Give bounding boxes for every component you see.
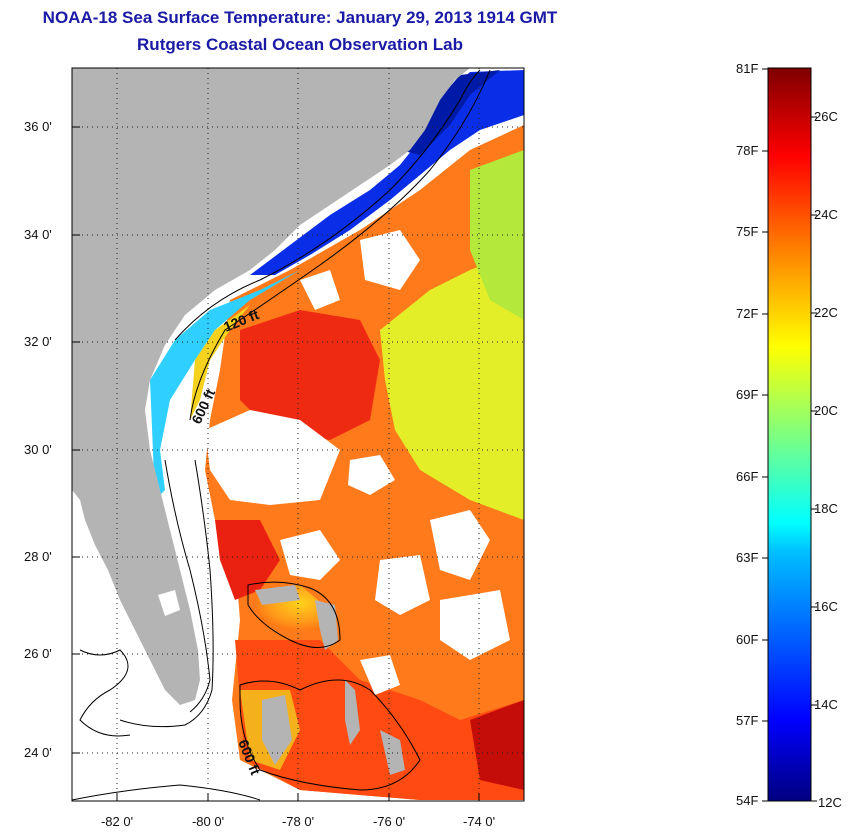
cb-label-f78: 78F [736,143,758,158]
land-andros [262,695,292,765]
colorbar-c-labels: 26C 24C 22C 20C 18C 16C 14C 12C [814,109,842,810]
cb-label-c24: 24C [814,207,838,222]
sst-dark-red-patch [470,700,524,790]
map-title: NOAA-18 Sea Surface Temperature: January… [42,8,558,27]
lon-labels: -82 0' -80 0' -78 0' -76 0' -74 0' [101,814,495,829]
cloud-mask [205,230,510,695]
cb-label-f72: 72F [736,306,758,321]
sst-red-patch-2 [215,520,280,600]
cloud-patch-3 [430,510,490,580]
cb-label-f81: 81F [736,61,758,76]
lat-label-24: 24 0' [24,745,52,760]
bathymetry-contours [71,69,491,801]
lat-label-30: 30 0' [24,442,52,457]
colorbar-f-labels: 81F 78F 75F 72F 69F 66F 63F 60F 57F 54F [736,61,758,808]
lat-label-28: 28 0' [24,549,52,564]
land-abaco [315,600,338,650]
lat-label-36: 36 0' [24,119,52,134]
land-grand-bahama [255,585,300,605]
sst-yellow-region [380,250,524,520]
cloud-patch-4 [280,530,340,580]
sst-cold-deep [400,70,500,155]
cloud-patch-5 [375,555,430,615]
colorbar-ticks [762,68,817,802]
lon-label-76: -76 0' [373,814,405,829]
cb-label-c16: 16C [814,599,838,614]
cb-label-c20: 20C [814,403,838,418]
contour-bahamas [247,581,341,648]
axis-ticks [72,126,480,801]
sst-coastal-yellow [190,305,250,420]
cb-label-c26: 26C [814,109,838,124]
land-lake-okeechobee [158,590,180,616]
lon-label-82: -82 0' [101,814,133,829]
map-subtitle: Rutgers Coastal Ocean Observation Lab [137,35,463,54]
colorbar: 81F 78F 75F 72F 69F 66F 63F 60F 57F 54F … [736,61,842,810]
land-us-east-coast [72,68,470,705]
map-panel: 120 ft 600 ft 600 ft [71,67,525,802]
contour-shelf-fl-outer [119,459,214,728]
contour-shelf-fl [164,459,211,713]
cb-label-f66: 66F [736,469,758,484]
sst-coastal-gradient [150,270,300,500]
cb-label-f69: 69F [736,387,758,402]
cloud-patch-6 [440,590,510,660]
contour-cuba [71,784,261,801]
contour-keys [79,649,131,737]
cloud-patch-7 [300,270,340,310]
cb-label-f63: 63F [736,550,758,565]
lon-label-78: -78 0' [282,814,314,829]
contour-600ft [189,69,491,421]
contour-bahamas-2 [239,679,421,791]
lat-label-26: 26 0' [24,646,52,661]
lon-label-80: -80 0' [192,814,224,829]
cloud-patch-2 [360,230,420,290]
lon-label-74: -74 0' [463,814,495,829]
sst-red-patch-1 [240,310,380,440]
cloud-patch-1 [205,410,340,505]
sst-cold-shelf [250,70,524,275]
cb-label-f75: 75F [736,224,758,239]
cb-label-f60: 60F [736,632,758,647]
cb-label-c14: 14C [814,697,838,712]
cb-label-c18: 18C [814,501,838,516]
cb-label-c12: 12C [818,795,842,810]
colorbar-gradient [767,67,812,802]
cb-label-f57: 57F [736,713,758,728]
lat-label-32: 32 0' [24,334,52,349]
sst-red-patch-3 [235,640,524,800]
lat-labels: 36 0' 34 0' 32 0' 30 0' 28 0' 26 0' 24 0… [24,119,52,760]
cloud-patch-8 [348,455,395,495]
cb-label-f54: 54F [736,793,758,808]
contour-120ft [174,69,481,341]
land-eleuthera [345,680,360,745]
cloud-patch-9 [360,655,400,695]
lat-label-34: 34 0' [24,227,52,242]
cb-label-c22: 22C [814,305,838,320]
graticule [72,68,524,801]
